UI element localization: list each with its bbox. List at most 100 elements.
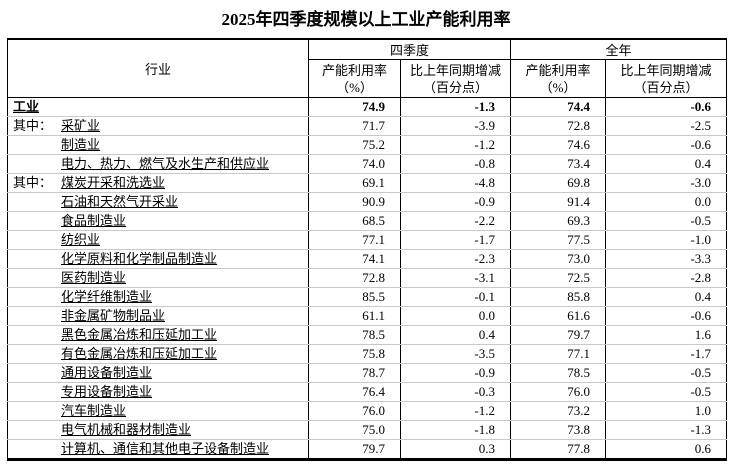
q4-rate-cell: 75.2 xyxy=(308,135,401,155)
table-row: 汽车制造业 76.0 -1.2 73.2 1.0 xyxy=(7,401,728,421)
industry-link[interactable]: 通用设备制造业 xyxy=(61,365,153,380)
q4-change-cell: -1.2 xyxy=(399,401,512,421)
q4-change-cell: -1.7 xyxy=(399,230,512,250)
table-header: 行业 四季度 全年 产能利用率 （%） 比上年同期增减 （百分点） 产能利用率 … xyxy=(7,38,728,98)
table-row: 其中： 采矿业 71.7 -3.9 72.8 -2.5 xyxy=(7,116,728,136)
q4-change-cell: 0.0 xyxy=(399,306,512,326)
col-header-industry: 行业 xyxy=(7,38,309,98)
q4-change-cell: -0.1 xyxy=(399,287,512,307)
year-change-cell: 0.6 xyxy=(605,439,728,460)
q4-change-cell: -0.8 xyxy=(399,154,512,174)
q4-rate-cell: 78.7 xyxy=(308,363,401,383)
col-group-year: 全年 xyxy=(510,38,728,60)
year-rate-cell: 74.4 xyxy=(510,97,607,117)
industry-link[interactable]: 电气机械和器材制造业 xyxy=(61,422,192,437)
year-change-cell: -1.0 xyxy=(605,230,728,250)
q4-change-cell: -1.8 xyxy=(399,420,512,440)
industry-link[interactable]: 纺织业 xyxy=(61,232,101,247)
industry-cell: 专用设备制造业 xyxy=(7,382,309,402)
year-rate-cell: 69.3 xyxy=(510,211,607,231)
year-rate-cell: 73.4 xyxy=(510,154,607,174)
year-change-cell: 0.4 xyxy=(605,154,728,174)
year-rate-cell: 74.6 xyxy=(510,135,607,155)
industry-link[interactable]: 电力、热力、燃气及水生产和供应业 xyxy=(61,156,270,171)
q4-change-cell: -2.2 xyxy=(399,211,512,231)
q4-change-cell: -3.5 xyxy=(399,344,512,364)
change-label-line1: 比上年同期增减 xyxy=(620,62,712,78)
page-title: 2025年四季度规模以上工业产能利用率 xyxy=(221,10,511,29)
industry-cell: 非金属矿物制品业 xyxy=(7,306,309,326)
industry-link[interactable]: 医药制造业 xyxy=(61,270,127,285)
table-body: 工业 74.9 -1.3 74.4 -0.6 其中： 采矿业 71.7 -3.9 … xyxy=(7,97,728,460)
industry-cell: 其中： 煤炭开采和洗选业 xyxy=(7,173,309,193)
q4-change-cell: -4.8 xyxy=(399,173,512,193)
table-row: 专用设备制造业 76.4 -0.3 76.0 -0.5 xyxy=(7,382,728,402)
q4-rate-cell: 76.4 xyxy=(308,382,401,402)
industry-cell: 制造业 xyxy=(7,135,309,155)
q4-rate-cell: 74.1 xyxy=(308,249,401,269)
industry-cell: 汽车制造业 xyxy=(7,401,309,421)
year-change-cell: -0.5 xyxy=(605,363,728,383)
table-row: 电力、热力、燃气及水生产和供应业 74.0 -0.8 73.4 0.4 xyxy=(7,154,728,174)
table-row: 石油和天然气开采业 90.9 -0.9 91.4 0.0 xyxy=(7,192,728,212)
table-row: 制造业 75.2 -1.2 74.6 -0.6 xyxy=(7,135,728,155)
col-group-q4: 四季度 xyxy=(307,38,512,60)
q4-rate-cell: 78.5 xyxy=(308,325,401,345)
table-row: 有色金属冶炼和压延加工业 75.8 -3.5 77.1 -1.7 xyxy=(7,344,728,364)
q4-rate-cell: 61.1 xyxy=(308,306,401,326)
industry-cell: 计算机、通信和其他电子设备制造业 xyxy=(7,439,309,460)
table-row: 化学纤维制造业 85.5 -0.1 85.8 0.4 xyxy=(7,287,728,307)
change-label-line2: （百分点） xyxy=(633,79,699,95)
year-rate-cell: 61.6 xyxy=(510,306,607,326)
year-rate-cell: 77.5 xyxy=(510,230,607,250)
industry-link[interactable]: 有色金属冶炼和压延加工业 xyxy=(61,346,218,361)
table-row: 通用设备制造业 78.7 -0.9 78.5 -0.5 xyxy=(7,363,728,383)
industry-link[interactable]: 计算机、通信和其他电子设备制造业 xyxy=(61,441,270,456)
industry-link[interactable]: 专用设备制造业 xyxy=(61,384,153,399)
rate-label-line1: 产能利用率 xyxy=(525,62,591,78)
q4-rate-cell: 69.1 xyxy=(308,173,401,193)
industry-cell: 电气机械和器材制造业 xyxy=(7,420,309,440)
year-change-cell: 1.6 xyxy=(605,325,728,345)
year-rate-cell: 73.8 xyxy=(510,420,607,440)
year-change-cell: -3.0 xyxy=(605,173,728,193)
industry-cell: 化学原料和化学制品制造业 xyxy=(7,249,309,269)
year-rate-cell: 72.5 xyxy=(510,268,607,288)
year-change-cell: -0.6 xyxy=(605,306,728,326)
q4-rate-cell: 71.7 xyxy=(308,116,401,136)
rate-label-line1: 产能利用率 xyxy=(321,62,387,78)
industry-link[interactable]: 化学纤维制造业 xyxy=(61,289,153,304)
q4-rate-cell: 74.0 xyxy=(308,154,401,174)
q4-rate-cell: 76.0 xyxy=(308,401,401,421)
q4-rate-cell: 75.0 xyxy=(308,420,401,440)
industry-link[interactable]: 化学原料和化学制品制造业 xyxy=(61,251,218,266)
industry-link[interactable]: 制造业 xyxy=(61,137,101,152)
industry-cell: 纺织业 xyxy=(7,230,309,250)
col-header-q4-change: 比上年同期增减 （百分点） xyxy=(399,59,512,98)
col-header-q4-rate: 产能利用率 （%） xyxy=(308,59,401,98)
q4-change-cell: -0.9 xyxy=(399,192,512,212)
year-rate-cell: 91.4 xyxy=(510,192,607,212)
year-rate-cell: 73.0 xyxy=(510,249,607,269)
q4-change-cell: 0.3 xyxy=(399,439,512,460)
year-change-cell: 0.0 xyxy=(605,192,728,212)
industry-link[interactable]: 采矿业 xyxy=(61,118,101,133)
industry-link[interactable]: 石油和天然气开采业 xyxy=(61,194,179,209)
industry-link[interactable]: 汽车制造业 xyxy=(61,403,127,418)
industry-link[interactable]: 煤炭开采和洗选业 xyxy=(61,175,166,190)
industry-link[interactable]: 食品制造业 xyxy=(61,213,127,228)
q4-rate-cell: 74.9 xyxy=(308,97,401,117)
q4-rate-cell: 68.5 xyxy=(308,211,401,231)
q4-rate-cell: 75.8 xyxy=(308,344,401,364)
industry-cell: 其中： 采矿业 xyxy=(7,116,309,136)
industry-link[interactable]: 黑色金属冶炼和压延加工业 xyxy=(61,327,218,342)
industry-link[interactable]: 非金属矿物制品业 xyxy=(61,308,166,323)
change-label-line2: （百分点） xyxy=(423,79,489,95)
year-change-cell: -0.5 xyxy=(605,211,728,231)
table-row: 黑色金属冶炼和压延加工业 78.5 0.4 79.7 1.6 xyxy=(7,325,728,345)
industry-cell: 工业 xyxy=(7,97,309,117)
year-change-cell: -1.7 xyxy=(605,344,728,364)
q4-change-cell: -3.9 xyxy=(399,116,512,136)
year-change-cell: 0.4 xyxy=(605,287,728,307)
industry-link[interactable]: 工业 xyxy=(13,99,40,114)
